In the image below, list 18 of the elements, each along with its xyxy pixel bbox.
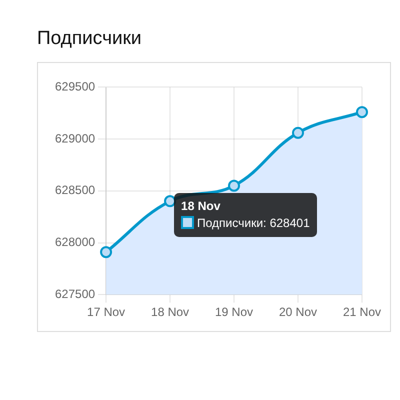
chart-title: Подписчики <box>37 28 142 50</box>
y-tick-label: 628000 <box>54 235 96 250</box>
x-tick-label: 17 Nov <box>87 305 126 320</box>
x-tick-label: 21 Nov <box>342 305 382 320</box>
point <box>164 195 176 208</box>
y-tick-label: 629500 <box>54 80 96 94</box>
point <box>100 246 112 258</box>
x-tick-label: 18 Nov <box>151 305 190 320</box>
y-tick-label: 628500 <box>54 183 96 198</box>
category-label: 18 Nov <box>181 199 220 214</box>
text: Подписчики: 628401 <box>197 216 310 230</box>
y-tick-label: 629000 <box>54 131 96 146</box>
point <box>292 126 304 139</box>
x-tick-label: 19 Nov <box>215 305 254 320</box>
point <box>356 106 368 118</box>
x-tick-label: 20 Nov <box>278 305 318 320</box>
y-tick-label: 627500 <box>54 286 96 301</box>
point <box>228 180 240 192</box>
